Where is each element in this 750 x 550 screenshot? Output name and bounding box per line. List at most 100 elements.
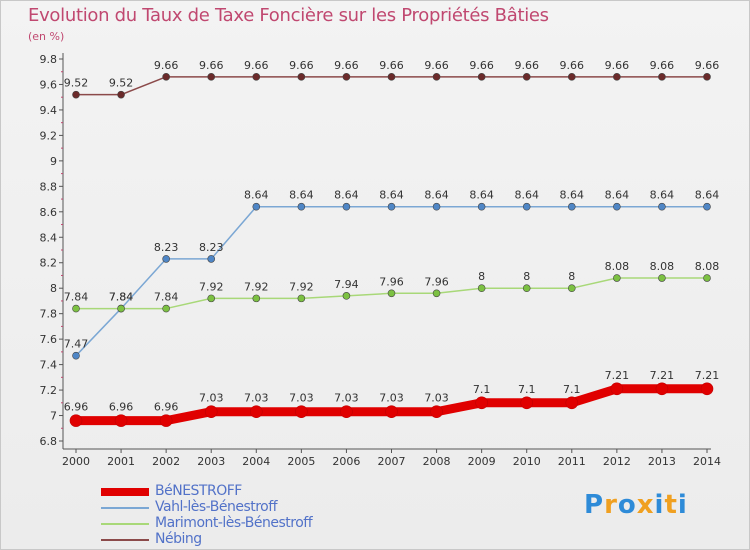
data-point	[613, 274, 621, 282]
data-label: 7.84	[154, 291, 179, 304]
data-point	[387, 289, 396, 298]
data-point	[565, 396, 579, 410]
legend-label: BéNESTROFF	[155, 483, 242, 499]
data-point	[207, 73, 216, 81]
logo-letter: o	[617, 490, 637, 520]
data-point	[385, 405, 398, 419]
legend-swatch	[101, 523, 149, 525]
data-point	[297, 202, 306, 211]
x-tick-label: 2009	[468, 455, 496, 468]
data-point	[613, 202, 621, 211]
legend-swatch	[101, 488, 149, 496]
data-label: 7.84	[109, 291, 134, 304]
data-point	[159, 414, 173, 427]
data-label: 9.66	[605, 59, 630, 72]
data-point	[658, 73, 666, 81]
data-label: 8.64	[379, 189, 404, 202]
data-label: 9.66	[334, 59, 359, 72]
data-point	[613, 73, 621, 81]
data-label: 7.03	[289, 392, 314, 405]
data-label: 7.92	[199, 280, 224, 293]
data-point	[252, 294, 261, 303]
data-point	[72, 90, 80, 99]
data-point	[69, 414, 83, 427]
data-label: 7.21	[650, 369, 675, 382]
legend-label: Vahl-lès-Bénestroff	[155, 499, 278, 515]
x-tick-label: 2014	[693, 455, 721, 468]
data-label: 7.03	[244, 392, 269, 405]
logo-letter: i	[654, 490, 665, 520]
data-point	[204, 405, 218, 419]
y-tick-label: 8	[50, 282, 57, 295]
y-tick-label: 6.8	[40, 435, 58, 448]
y-tick-label: 8.6	[40, 206, 58, 219]
data-label: 8.23	[154, 241, 179, 254]
data-label: 7.21	[695, 369, 720, 382]
data-label: 7.84	[109, 291, 134, 304]
data-point	[520, 396, 534, 410]
data-point	[703, 73, 711, 81]
y-tick-label: 9.2	[40, 129, 58, 142]
legend-label: Nébing	[155, 531, 202, 547]
data-label: 7.96	[424, 275, 449, 288]
data-label: 7.1	[473, 383, 491, 396]
data-point	[252, 73, 261, 81]
unit-label: (en %)	[28, 30, 65, 43]
data-point	[162, 255, 170, 263]
data-label: 9.66	[650, 59, 675, 72]
data-label: 9.66	[199, 59, 224, 72]
data-point	[162, 304, 170, 313]
data-label: 7.1	[563, 383, 581, 396]
data-label: 8.64	[289, 189, 314, 202]
data-point	[207, 294, 216, 303]
data-point	[207, 255, 216, 263]
data-label: 8	[568, 270, 575, 283]
data-label: 8	[523, 270, 530, 283]
x-tick-label: 2005	[287, 455, 315, 468]
data-label: 9.52	[109, 77, 134, 90]
data-label: 7.94	[334, 278, 359, 291]
data-label: 9.66	[514, 59, 539, 72]
data-point	[430, 405, 443, 419]
y-tick-label: 7.2	[40, 384, 58, 397]
data-label: 8.64	[695, 189, 720, 202]
proxiti-logo: Proxiti	[584, 490, 688, 520]
data-point	[567, 284, 576, 293]
data-label: 7.1	[518, 383, 536, 396]
data-label: 9.66	[379, 59, 404, 72]
data-label: 7.03	[379, 392, 404, 405]
data-label: 7.21	[605, 369, 630, 382]
data-point	[610, 382, 624, 396]
data-point	[522, 284, 531, 293]
data-point	[567, 202, 576, 211]
data-label: 9.66	[154, 59, 179, 72]
data-label: 8	[478, 270, 485, 283]
data-point	[342, 292, 351, 300]
data-label: 9.52	[64, 77, 89, 90]
chart-title: Evolution du Taux de Taxe Foncière sur l…	[28, 5, 549, 26]
data-point	[72, 351, 80, 360]
y-tick-label: 9	[50, 155, 57, 168]
logo-letter: r	[604, 490, 618, 520]
data-label: 7.92	[289, 280, 314, 293]
y-tick-label: 9.6	[40, 78, 58, 91]
logo-letter: x	[636, 490, 655, 520]
data-label: 9.66	[424, 59, 449, 72]
data-label: 7.03	[334, 392, 359, 405]
data-point	[655, 382, 669, 396]
data-label: 9.66	[695, 59, 720, 72]
data-label: 6.96	[154, 401, 179, 414]
legend-swatch	[101, 539, 149, 541]
data-point	[477, 73, 486, 81]
data-point	[117, 304, 125, 313]
data-point	[432, 289, 441, 298]
logo-letter: t	[664, 490, 678, 520]
data-point	[252, 202, 261, 211]
data-point	[477, 202, 486, 211]
data-label: 8.08	[605, 260, 630, 273]
data-point	[567, 73, 576, 81]
data-label: 7.92	[244, 280, 269, 293]
data-point	[162, 73, 170, 81]
x-tick-label: 2012	[603, 455, 631, 468]
